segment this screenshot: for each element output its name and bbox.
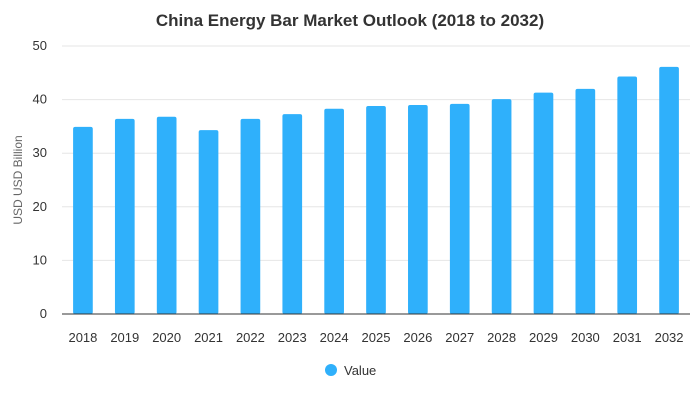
y-tick-label: 20 xyxy=(33,199,47,214)
bar-2029[interactable] xyxy=(533,92,554,314)
bar-2024[interactable] xyxy=(324,108,344,314)
bar-2026[interactable] xyxy=(408,104,428,315)
y-tick-labels: 0 10 20 30 40 50 xyxy=(33,38,47,321)
y-tick-label: 10 xyxy=(33,252,47,267)
bar-2030[interactable] xyxy=(575,88,596,314)
bar-2018[interactable] xyxy=(73,126,93,314)
x-tick-label-2020: 2020 xyxy=(152,330,181,345)
bar-2021[interactable] xyxy=(198,130,219,314)
bar-2028[interactable] xyxy=(491,99,512,315)
bar-2032[interactable] xyxy=(659,66,679,315)
x-tick-label-2026: 2026 xyxy=(403,330,432,345)
x-tick-label-2029: 2029 xyxy=(529,330,558,345)
x-tick-label-2025: 2025 xyxy=(362,330,391,345)
bar-2027[interactable] xyxy=(449,103,470,314)
x-tick-label-2027: 2027 xyxy=(445,330,474,345)
bar-2020[interactable] xyxy=(156,116,177,314)
x-tick-label-2018: 2018 xyxy=(68,330,97,345)
chart-title: China Energy Bar Market Outlook (2018 to… xyxy=(156,11,544,30)
bar-2031[interactable] xyxy=(617,76,638,314)
x-tick-labels: 2018 2019 2020 2021 2022 2023 2024 2025 2026 2027… xyxy=(68,330,683,345)
bar-2019[interactable] xyxy=(114,118,135,315)
x-tick-label-2028: 2028 xyxy=(487,330,516,345)
x-tick-label-2024: 2024 xyxy=(320,330,349,345)
x-tick-label-2032: 2032 xyxy=(655,330,684,345)
y-tick-label: 30 xyxy=(33,145,47,160)
x-tick-label-2031: 2031 xyxy=(613,330,642,345)
bar-2022[interactable] xyxy=(240,118,261,315)
bar-2025[interactable] xyxy=(366,106,386,314)
bar-2023[interactable] xyxy=(282,114,303,315)
y-tick-label: 0 xyxy=(40,306,47,321)
y-axis-label: USD USD Billion xyxy=(11,135,25,224)
legend-swatch-value xyxy=(325,364,337,376)
legend-label-value: Value xyxy=(344,363,376,378)
x-tick-label-2021: 2021 xyxy=(194,330,223,345)
legend[interactable]: Value xyxy=(325,363,376,378)
x-tick-label-2022: 2022 xyxy=(236,330,265,345)
x-tick-label-2030: 2030 xyxy=(571,330,600,345)
x-tick-label-2019: 2019 xyxy=(110,330,139,345)
y-tick-label: 50 xyxy=(33,38,47,53)
y-tick-label: 40 xyxy=(33,92,47,107)
bars xyxy=(73,66,679,315)
x-tick-label-2023: 2023 xyxy=(278,330,307,345)
